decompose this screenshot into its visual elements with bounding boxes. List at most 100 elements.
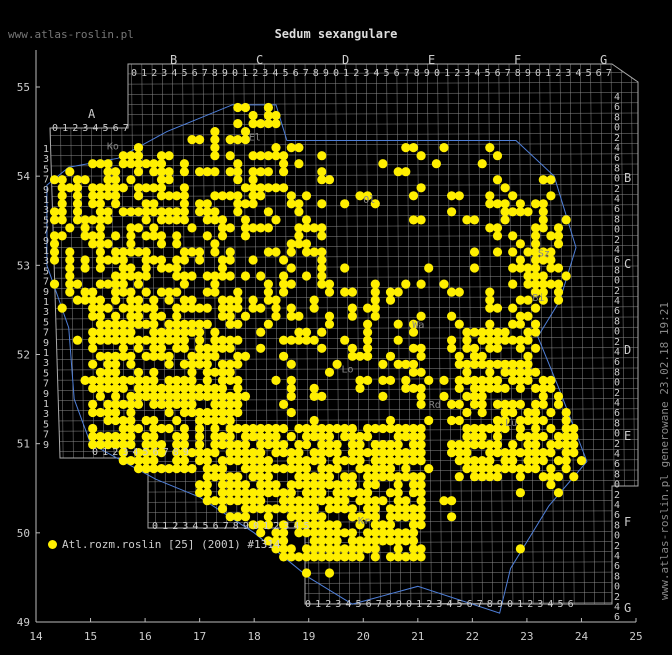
occurrence-dot [149, 183, 159, 193]
occurrence-dot [279, 335, 289, 345]
occurrence-dot [355, 351, 365, 361]
occurrence-dot [378, 536, 388, 546]
occurrence-dot [500, 464, 510, 474]
occurrence-dot [141, 383, 151, 393]
grid-digit: 4 [614, 500, 620, 511]
occurrence-dot [233, 199, 243, 209]
occurrence-dot [492, 335, 503, 345]
occurrence-dot [111, 191, 121, 201]
occurrence-dot [179, 399, 189, 409]
occurrence-dot [256, 520, 266, 530]
occurrence-dot [133, 167, 144, 177]
occurrence-dot [202, 271, 212, 281]
occurrence-dot [385, 472, 396, 482]
grid-digit: 0 [406, 599, 412, 610]
occurrence-dot [248, 520, 258, 530]
occurrence-dot [317, 223, 327, 233]
occurrence-dot [363, 480, 373, 490]
occurrence-dot [363, 464, 373, 474]
occurrence-dot [508, 464, 518, 474]
occurrence-dot [347, 287, 357, 297]
occurrence-dot [523, 271, 533, 281]
occurrence-dot [492, 423, 503, 434]
occurrence-dot [408, 528, 419, 538]
site-url[interactable]: www.atlas-roslin.pl [8, 28, 134, 41]
occurrence-dot [408, 480, 419, 490]
region-label: Bi [532, 293, 544, 304]
occurrence-dot [126, 159, 136, 169]
occurrence-dot [515, 544, 526, 554]
occurrence-dot [88, 191, 98, 201]
occurrence-dot [88, 311, 98, 321]
occurrence-dot [202, 448, 212, 458]
occurrence-dot [561, 423, 571, 434]
occurrence-dot [477, 359, 487, 369]
occurrence-dot [95, 431, 105, 442]
occurrence-dot [492, 327, 503, 337]
occurrence-dot [141, 448, 151, 458]
occurrence-dot [347, 472, 357, 482]
occurrence-dot [141, 464, 151, 474]
occurrence-dot [454, 456, 464, 466]
occurrence-dot [202, 303, 212, 313]
occurrence-dot [401, 528, 411, 538]
occurrence-dot [340, 480, 350, 490]
occurrence-dot [271, 303, 281, 313]
occurrence-dot [103, 383, 113, 393]
occurrence-dot [416, 391, 426, 401]
grid-digit: 6 [614, 255, 620, 266]
occurrence-dot [416, 448, 426, 458]
occurrence-dot [340, 504, 350, 514]
grid-line-h [50, 245, 638, 248]
occurrence-dot [317, 431, 327, 442]
occurrence-dot [492, 175, 503, 185]
occurrence-dot [317, 391, 327, 401]
occurrence-dot [95, 375, 105, 385]
occurrence-dot [179, 375, 189, 385]
grid-digit: 5 [43, 419, 49, 430]
occurrence-dot [393, 359, 403, 369]
occurrence-dot [286, 496, 296, 506]
occurrence-dot [126, 295, 136, 305]
occurrence-dot [546, 263, 556, 273]
occurrence-dot [393, 335, 403, 345]
occurrence-dot [324, 552, 335, 562]
occurrence-dot [508, 448, 518, 458]
x-tick-label: 16 [138, 630, 151, 643]
grid-digit: 4 [614, 143, 620, 154]
occurrence-dot [416, 279, 426, 289]
grid-digit: 6 [614, 612, 620, 623]
occurrence-dot [210, 464, 220, 474]
grid-digit: 5 [457, 599, 463, 610]
occurrence-dot [485, 440, 495, 450]
occurrence-dot [286, 391, 296, 401]
occurrence-dot [355, 552, 365, 562]
occurrence-dot [561, 456, 571, 466]
y-tick-label: 49 [17, 616, 30, 629]
occurrence-dot [263, 223, 273, 233]
occurrence-dot [515, 239, 526, 249]
occurrence-dot [469, 215, 480, 225]
occurrence-dot [469, 359, 480, 369]
occurrence-dot [279, 255, 289, 265]
occurrence-dot [378, 159, 388, 169]
occurrence-dot [88, 407, 98, 418]
grid-digit: 1 [315, 599, 321, 610]
occurrence-dot [324, 175, 335, 185]
occurrence-dot [95, 263, 105, 273]
occurrence-dot [523, 359, 533, 369]
occurrence-dot [301, 496, 312, 506]
occurrence-dot [240, 480, 251, 490]
occurrence-dot [240, 456, 251, 466]
x-tick-label: 17 [193, 630, 206, 643]
occurrence-dot [500, 456, 510, 466]
occurrence-dot [72, 215, 83, 225]
occurrence-dot [195, 255, 205, 265]
occurrence-dot [118, 151, 128, 161]
grid-line-h [50, 581, 638, 585]
grid-digit: 2 [426, 599, 432, 610]
occurrence-dot [141, 183, 151, 193]
occurrence-dot [408, 319, 419, 329]
occurrence-dot [80, 287, 90, 297]
occurrence-dot [401, 496, 411, 506]
